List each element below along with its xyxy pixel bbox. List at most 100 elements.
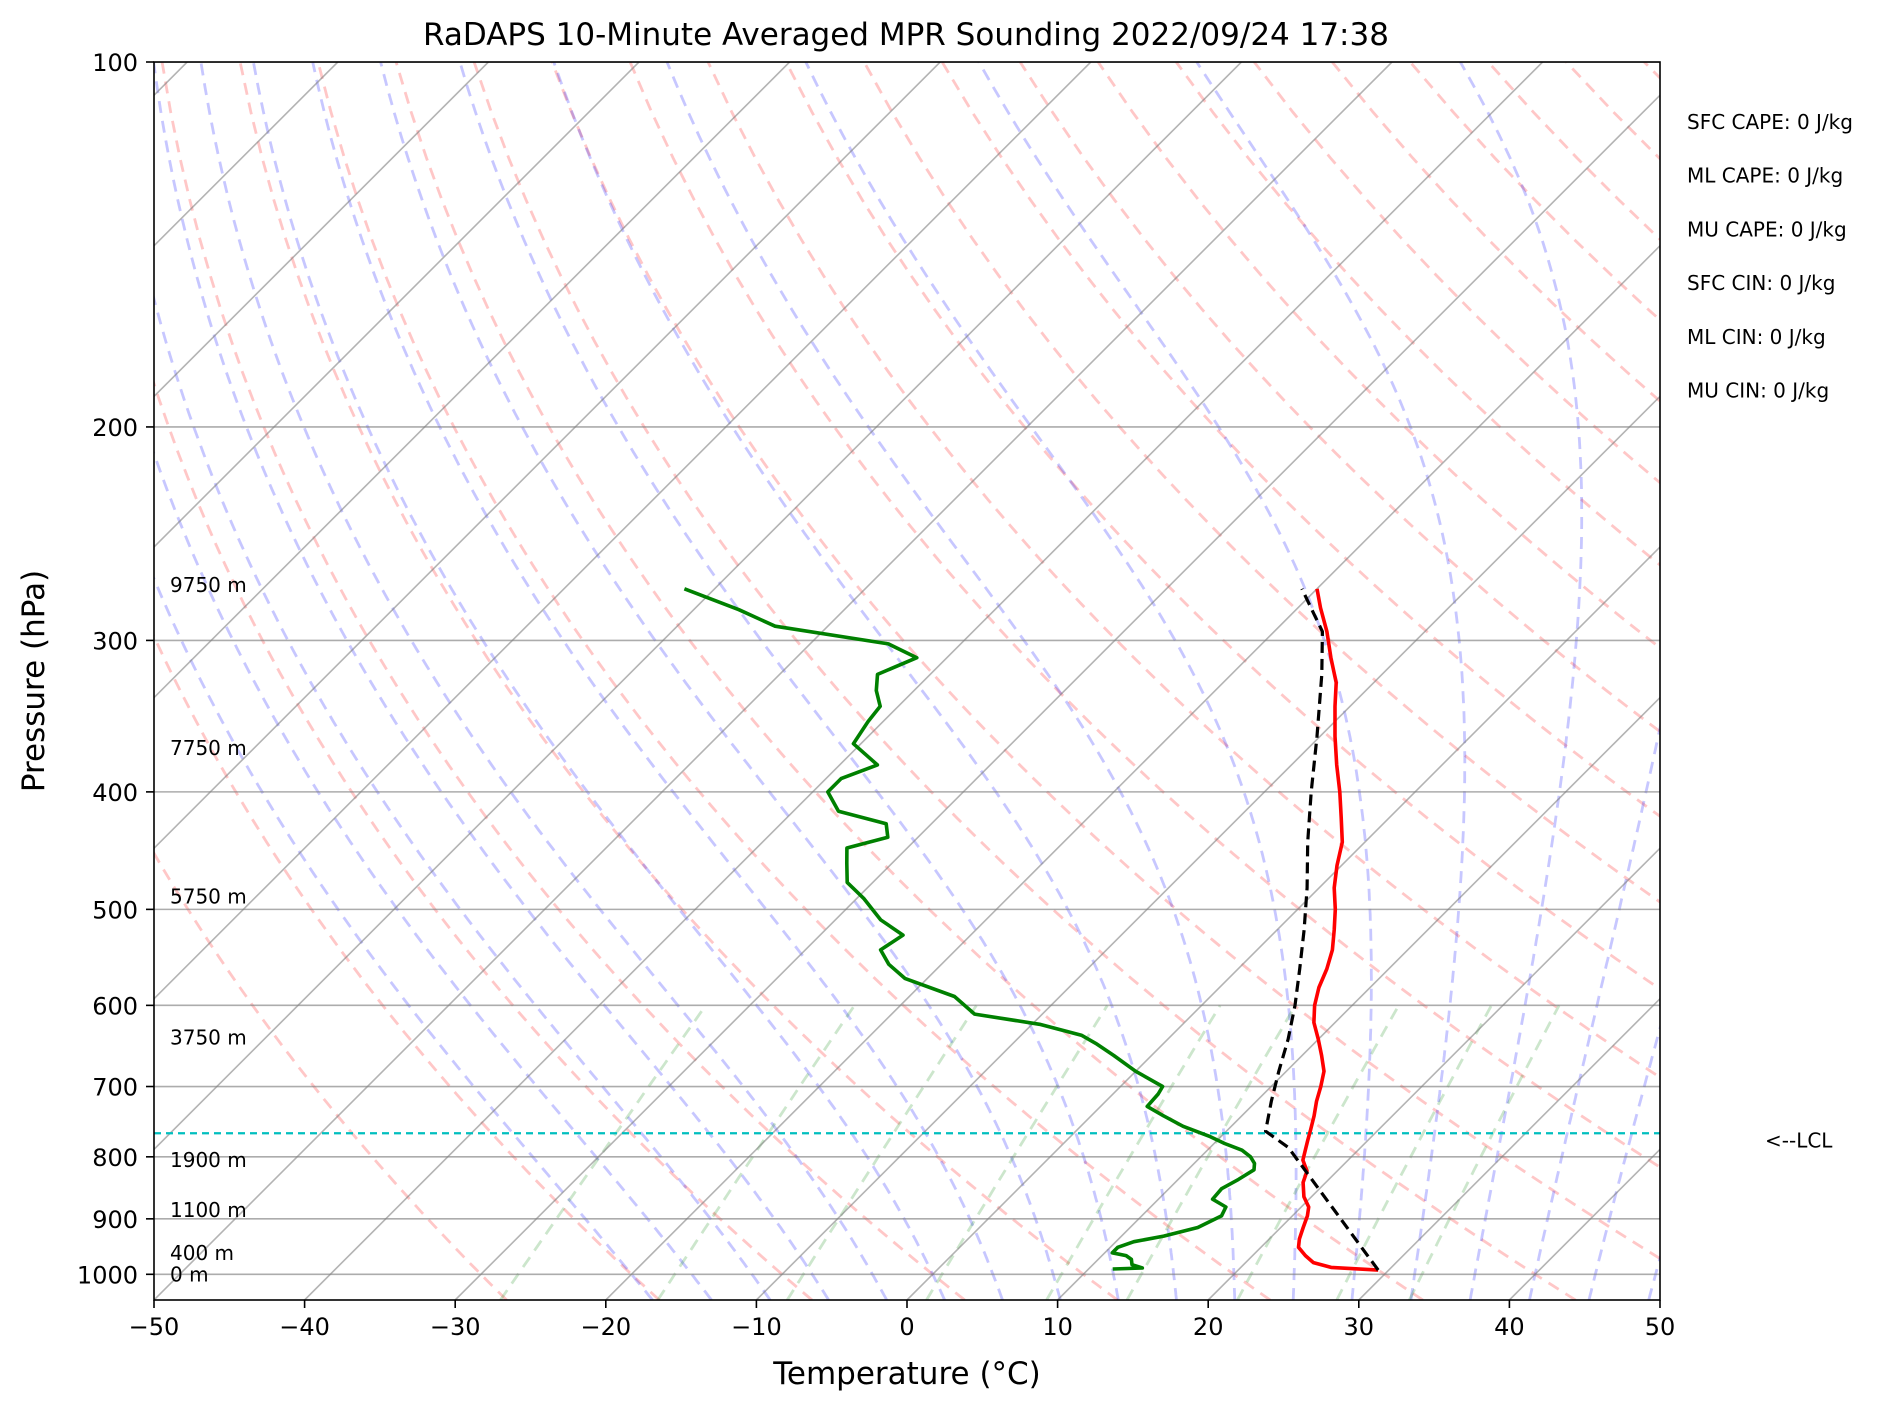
mixing-ratio-line [1335,1004,1493,1300]
isotherm-line [154,62,640,549]
moist-adiabat [458,62,1120,1300]
stat-label: SFC CAPE: 0 J/kg [1687,110,1853,134]
series-group [683,587,1380,1272]
x-tick-label: −50 [129,1313,180,1341]
moist-adiabat [154,293,772,1300]
x-tick-label: −40 [279,1313,330,1341]
x-tick-label: −10 [731,1313,782,1341]
stat-label: SFC CIN: 0 J/kg [1687,271,1835,295]
x-tick-label: 30 [1344,1313,1375,1341]
x-axis-label: Temperature (°C) [772,1356,1041,1392]
mixing-ratio-line [1236,1004,1400,1300]
dry-adiabat [316,62,1271,1300]
isotherm-line [154,62,941,850]
parcel-profile [1264,588,1380,1272]
y-tick-label: 700 [92,1074,138,1102]
isotherm-line [605,244,1660,1300]
dry-adiabat [1175,62,1660,567]
x-tick-label: 50 [1645,1313,1676,1341]
isotherm-line [1508,1148,1660,1300]
x-tick-label: −30 [430,1313,481,1341]
height-label: 3750 m [170,1026,247,1050]
height-label: 1100 m [170,1198,247,1222]
stat-label: MU CIN: 0 J/kg [1687,379,1829,403]
isotherm-line [304,62,1544,1300]
dry-adiabat [1253,62,1660,485]
dry-adiabat [1800,62,1882,1300]
height-label: 5750 m [170,885,247,909]
mixing-ratio-line [1125,1004,1297,1300]
moist-adiabat [1195,62,1467,1300]
dry-adiabat [1487,62,1660,242]
isotherm-line [1659,1298,1660,1300]
height-label: 9750 m [170,573,247,597]
y-axis-label: Pressure (hPa) [16,570,52,792]
stat-label: ML CAPE: 0 J/kg [1687,164,1843,188]
moist-adiabat [154,62,830,1300]
isotherm-line [1207,847,1660,1300]
x-tick-label: 40 [1494,1313,1525,1341]
dewpoint-profile [683,587,1257,1271]
moist-adiabat [665,62,1237,1300]
mixing-ratio-line [925,1004,1109,1300]
moist-adiabat [154,449,713,1300]
dry-adiabat [1565,62,1660,161]
stat-label: ML CIN: 0 J/kg [1687,325,1826,349]
dry-adiabat [394,62,1424,1300]
dry-adiabat [1096,62,1660,650]
x-tick-label: 0 [899,1313,914,1341]
chart-title: RaDAPS 10-Minute Averaged MPR Sounding 2… [423,17,1389,53]
dry-adiabat [1878,62,1882,1300]
mixing-ratio-line [499,1004,707,1300]
x-tick-label: 10 [1042,1313,1073,1341]
dry-adiabat [160,62,966,1300]
isotherm-line [906,545,1660,1300]
dry-adiabat [940,62,1660,819]
isotherm-line [755,395,1660,1300]
y-tick-label: 300 [92,627,138,655]
height-label: 0 m [170,1262,209,1286]
axes-group: −50 −40 −30 −20 −10 0 10 20 30 40 50 100 200 300 400 50… [77,49,1675,1341]
moist-adiabat [1528,721,1660,1300]
y-tick-label: 600 [92,992,138,1020]
dry-adiabat [1643,62,1660,81]
moist-adiabat [552,62,1178,1300]
height-label: 7750 m [170,736,247,760]
moist-adiabat [1587,1023,1660,1300]
background-lines [154,62,1882,1300]
isotherm-line [1358,997,1660,1300]
dry-adiabat [1018,62,1660,734]
y-tick-label: 900 [92,1206,138,1234]
mixing-ratio-line [656,1004,856,1300]
mixing-ratio-line [1045,1004,1222,1300]
x-tick-label: −20 [580,1313,631,1341]
x-tick-label: 20 [1193,1313,1224,1341]
isotherm-line [154,62,791,699]
stat-label: MU CAPE: 0 J/kg [1687,217,1847,241]
dry-adiabat [154,633,661,1300]
isotherm-line [154,62,1393,1300]
moist-adiabat [199,62,888,1300]
moist-adiabat [154,575,654,1300]
lcl-group: <--LCL [154,1128,1833,1152]
y-tick-label: 400 [92,779,138,807]
dry-adiabat [1331,62,1660,403]
isotherm-line [154,62,1242,1151]
y-tick-label: 1000 [77,1261,138,1289]
isotherm-line [454,94,1660,1300]
dry-adiabat [862,62,1660,904]
dry-adiabat [472,62,1577,1300]
height-label: 1900 m [170,1148,247,1172]
dry-adiabat [154,379,813,1300]
y-tick-label: 800 [92,1144,138,1172]
y-tick-label: 100 [92,49,138,77]
mixing-ratio-line [1408,1004,1561,1300]
moist-adiabat [311,62,1004,1300]
y-tick-label: 200 [92,414,138,442]
dry-adiabat [550,62,1660,1261]
mixing-ratio-line [786,1004,978,1300]
moist-adiabat [804,62,1298,1300]
moist-adiabat [1647,1252,1660,1300]
